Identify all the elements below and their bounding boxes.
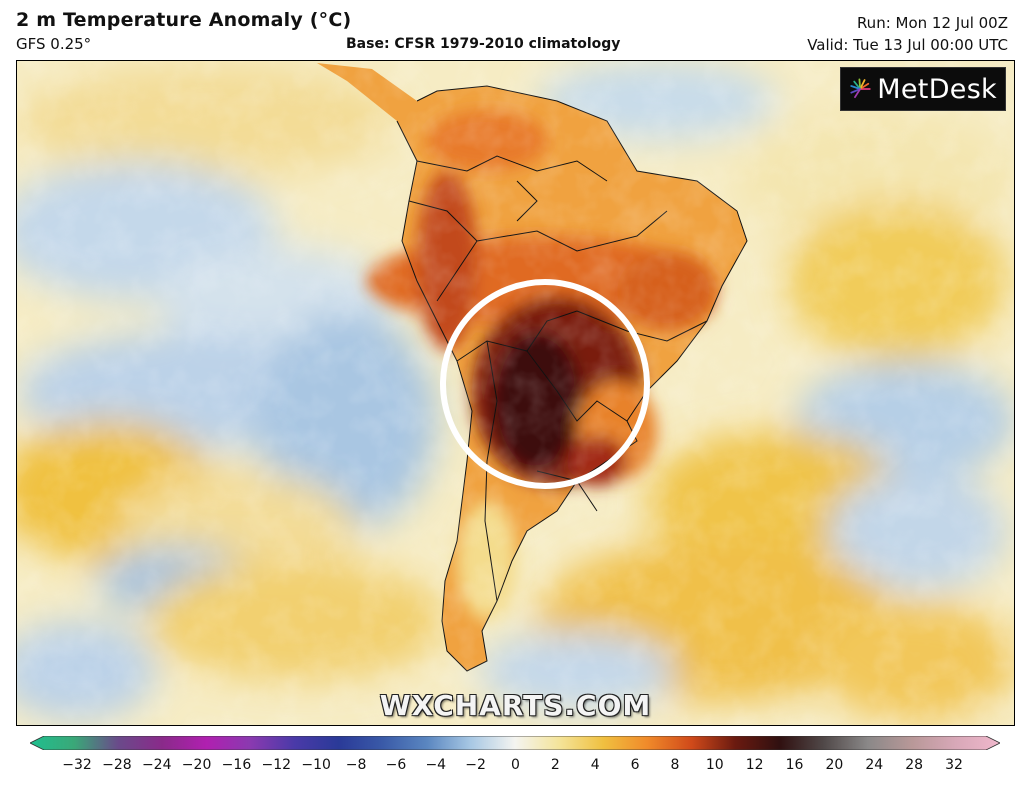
colorbar-tick-label: −20 bbox=[181, 757, 212, 773]
colorbar-tick-label: −10 bbox=[301, 757, 331, 773]
colorbar-tick-label: 8 bbox=[670, 757, 680, 773]
metdesk-sunburst-icon bbox=[850, 78, 871, 99]
anomaly-map[interactable]: MetDesk WXCHARTS.COM bbox=[16, 60, 1015, 726]
colorbar-tick-label: −4 bbox=[425, 757, 447, 773]
colorbar-tick-label: −8 bbox=[345, 757, 367, 773]
colorbar-tick-label: 10 bbox=[705, 757, 724, 773]
colorbar-tick-label: 24 bbox=[865, 757, 884, 773]
colorbar-tick-label: −2 bbox=[465, 757, 486, 773]
metdesk-logo-text: MetDesk bbox=[877, 73, 997, 105]
colorbar-tick-label: 6 bbox=[630, 757, 640, 773]
base-climatology-label: Base: CFSR 1979-2010 climatology bbox=[346, 36, 621, 52]
colorbar-tick-label: −28 bbox=[102, 757, 132, 773]
wxcharts-watermark: WXCHARTS.COM bbox=[379, 689, 652, 722]
colorbar-tick-label: 16 bbox=[785, 757, 804, 773]
colorbar-tick-label: 20 bbox=[825, 757, 844, 773]
map-texture bbox=[17, 61, 1014, 725]
colorbar-tick-label: −12 bbox=[261, 757, 292, 773]
colorbar-tick-label: 2 bbox=[550, 757, 560, 773]
metdesk-logo: MetDesk bbox=[840, 67, 1006, 111]
colorbar-tick-label: 12 bbox=[745, 757, 764, 773]
colorbar-tick-label: 4 bbox=[590, 757, 600, 773]
colorbar-gradient bbox=[30, 736, 1000, 750]
anomaly-map-svg bbox=[17, 61, 1014, 725]
colorbar-tick-label: 0 bbox=[511, 757, 520, 773]
chart-title: 2 m Temperature Anomaly (°C) bbox=[16, 9, 352, 31]
colorbar-tick-label: −16 bbox=[221, 757, 252, 773]
highlight-circle bbox=[440, 279, 650, 489]
run-label: Run: Mon 12 Jul 00Z bbox=[856, 14, 1008, 32]
colorbar-tick-label: 28 bbox=[905, 757, 924, 773]
colorbar bbox=[30, 736, 1000, 750]
colorbar-tick-label: −24 bbox=[141, 757, 172, 773]
colorbar-tick-label: −6 bbox=[385, 757, 407, 773]
colorbar-tick-label: 32 bbox=[945, 757, 963, 773]
model-label: GFS 0.25° bbox=[16, 35, 92, 53]
colorbar-tick-label: −32 bbox=[62, 757, 92, 773]
valid-time-label: Valid: Tue 13 Jul 00:00 UTC bbox=[807, 36, 1008, 54]
